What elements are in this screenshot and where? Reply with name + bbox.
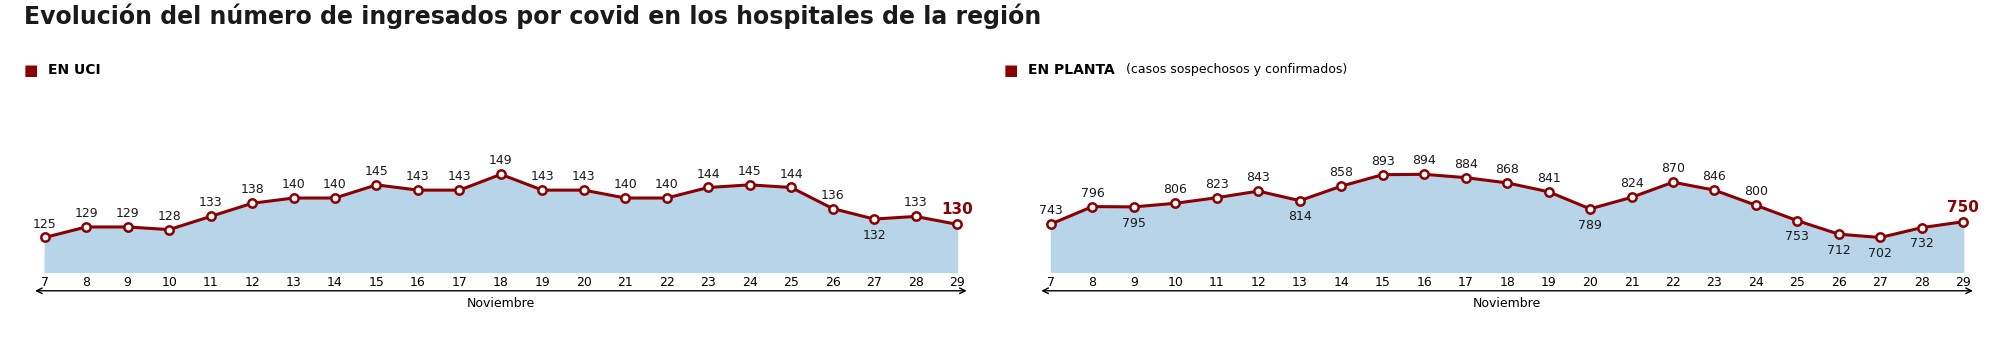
Text: 814: 814 bbox=[1288, 210, 1312, 223]
Text: 143: 143 bbox=[448, 170, 472, 183]
Text: 130: 130 bbox=[942, 202, 972, 217]
Text: 144: 144 bbox=[696, 168, 720, 180]
Text: 841: 841 bbox=[1536, 172, 1560, 185]
Text: 789: 789 bbox=[1578, 218, 1602, 232]
Text: 858: 858 bbox=[1330, 166, 1354, 179]
Text: 140: 140 bbox=[282, 178, 306, 191]
Text: 133: 133 bbox=[904, 196, 928, 209]
Text: 143: 143 bbox=[406, 170, 430, 183]
Text: 125: 125 bbox=[32, 217, 56, 231]
Text: 132: 132 bbox=[862, 229, 886, 242]
Text: 806: 806 bbox=[1164, 183, 1188, 196]
Text: 143: 143 bbox=[572, 170, 596, 183]
Text: 893: 893 bbox=[1370, 155, 1394, 168]
Text: 795: 795 bbox=[1122, 217, 1146, 230]
Text: ■: ■ bbox=[24, 63, 44, 78]
Text: 868: 868 bbox=[1496, 163, 1520, 176]
Text: 712: 712 bbox=[1826, 244, 1850, 257]
Text: 796: 796 bbox=[1080, 187, 1104, 200]
Text: 149: 149 bbox=[490, 154, 512, 168]
Text: 138: 138 bbox=[240, 183, 264, 196]
Text: 800: 800 bbox=[1744, 185, 1768, 198]
Text: 145: 145 bbox=[364, 165, 388, 178]
Text: 133: 133 bbox=[198, 196, 222, 209]
Text: 702: 702 bbox=[1868, 247, 1892, 260]
Text: 129: 129 bbox=[74, 207, 98, 220]
Text: 846: 846 bbox=[1702, 170, 1726, 183]
Text: 128: 128 bbox=[158, 210, 182, 223]
Text: 870: 870 bbox=[1660, 162, 1684, 175]
Text: 129: 129 bbox=[116, 207, 140, 220]
Text: EN PLANTA: EN PLANTA bbox=[1028, 63, 1114, 77]
Text: Noviembre: Noviembre bbox=[1472, 297, 1542, 310]
Text: EN UCI: EN UCI bbox=[48, 63, 100, 77]
Text: 843: 843 bbox=[1246, 171, 1270, 184]
Text: Noviembre: Noviembre bbox=[466, 297, 536, 310]
Text: (casos sospechosos y confirmados): (casos sospechosos y confirmados) bbox=[1126, 63, 1348, 76]
Text: 750: 750 bbox=[1948, 200, 1980, 215]
Text: ■: ■ bbox=[1004, 63, 1024, 78]
Text: 144: 144 bbox=[780, 168, 802, 180]
Text: 824: 824 bbox=[1620, 177, 1644, 191]
Text: 732: 732 bbox=[1910, 237, 1934, 250]
Text: 145: 145 bbox=[738, 165, 762, 178]
Text: 140: 140 bbox=[324, 178, 346, 191]
Text: 753: 753 bbox=[1786, 230, 1810, 244]
Text: Evolución del número de ingresados por covid en los hospitales de la región: Evolución del número de ingresados por c… bbox=[24, 3, 1042, 29]
Text: 743: 743 bbox=[1040, 204, 1062, 217]
Text: 143: 143 bbox=[530, 170, 554, 183]
Text: 823: 823 bbox=[1204, 178, 1228, 191]
Text: 140: 140 bbox=[614, 178, 638, 191]
Text: 894: 894 bbox=[1412, 154, 1436, 168]
Text: 136: 136 bbox=[820, 188, 844, 202]
Text: 140: 140 bbox=[654, 178, 678, 191]
Text: 884: 884 bbox=[1454, 158, 1478, 171]
